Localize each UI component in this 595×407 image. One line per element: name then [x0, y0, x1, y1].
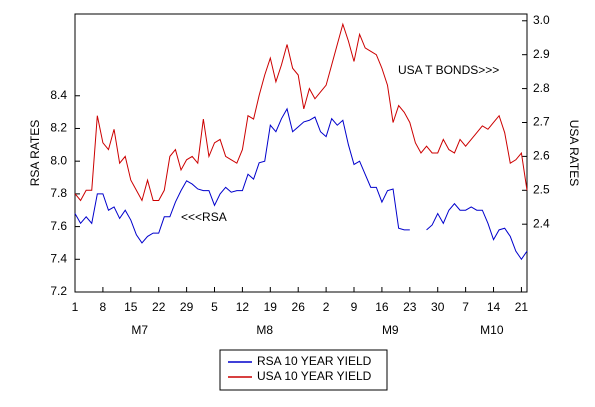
x-tick-label: 26 — [292, 300, 306, 314]
y-tick-label: 7.8 — [50, 186, 67, 200]
x-tick-label: 30 — [431, 300, 445, 314]
y-tick-label: 7.2 — [50, 284, 67, 298]
y2-axis-label: USA RATES — [567, 120, 581, 186]
series-line — [74, 22, 528, 202]
x-tick-label: 8 — [100, 300, 107, 314]
x-tick-label: 14 — [487, 300, 501, 314]
month-label: M10 — [480, 323, 504, 337]
legend — [219, 349, 388, 391]
x-tick-label: 5 — [211, 300, 218, 314]
x-tick-label: 9 — [351, 300, 358, 314]
y2-tick-label: 2.8 — [533, 81, 550, 95]
plot-frame — [74, 13, 528, 293]
y-tick-label: 7.4 — [50, 251, 67, 265]
legend-label: USA 10 YEAR YIELD — [257, 369, 372, 383]
y-tick-label: 7.6 — [50, 219, 67, 233]
x-tick-label: 29 — [180, 300, 194, 314]
month-label: M7 — [131, 323, 148, 337]
x-tick-label: 19 — [264, 300, 278, 314]
x-tick-label: 22 — [152, 300, 166, 314]
legend-label: RSA 10 YEAR YIELD — [257, 354, 372, 368]
y2-tick-label: 3.0 — [533, 13, 550, 27]
y2-tick-label: 2.6 — [533, 149, 550, 163]
y-axis-label: RSA RATES — [28, 120, 42, 186]
annotation: <<<RSA — [181, 210, 227, 224]
y2-tick-label: 2.5 — [533, 182, 550, 196]
month-label: M9 — [382, 323, 399, 337]
y2-tick-label: 2.7 — [533, 115, 550, 129]
y-tick-label: 8.2 — [50, 121, 67, 135]
y-tick-label: 8.4 — [50, 88, 67, 102]
month-label: M8 — [256, 323, 273, 337]
annotation: USA T BONDS>>> — [398, 63, 499, 77]
x-tick-label: 16 — [375, 300, 389, 314]
x-tick-label: 2 — [323, 300, 330, 314]
x-tick-label: 21 — [515, 300, 529, 314]
x-tick-label: 15 — [124, 300, 138, 314]
y2-tick-label: 2.4 — [533, 216, 550, 230]
x-tick-label: 7 — [462, 300, 469, 314]
x-tick-label: 12 — [236, 300, 250, 314]
y-tick-label: 8.0 — [50, 153, 67, 167]
x-tick-label: 1 — [72, 300, 79, 314]
series-line — [74, 107, 528, 261]
y2-tick-label: 2.9 — [533, 47, 550, 61]
x-tick-label: 23 — [403, 300, 417, 314]
